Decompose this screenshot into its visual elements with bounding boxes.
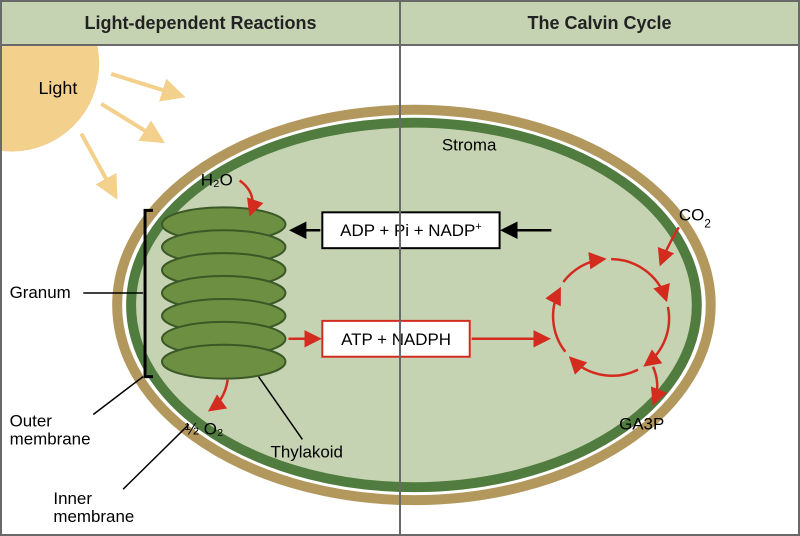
header-row: Light-dependent Reactions The Calvin Cyc… <box>2 2 798 46</box>
granum-label: Granum <box>10 283 71 302</box>
half-o2-label: ½ O₂ <box>185 419 224 438</box>
thylakoid-label: Thylakoid <box>271 442 343 461</box>
vertical-divider <box>399 46 401 534</box>
adp-box-text: ADP + Pi + NADP+ <box>340 221 482 240</box>
header-left: Light-dependent Reactions <box>2 2 401 44</box>
header-right: The Calvin Cycle <box>401 2 798 44</box>
diagram-frame: Light-dependent Reactions The Calvin Cyc… <box>0 0 800 536</box>
ga3p-label: GA3P <box>619 414 664 433</box>
atp-box-text: ATP + NADPH <box>341 330 451 349</box>
outer-membrane-label: Outermembrane <box>10 411 91 448</box>
inner-membrane-callout <box>123 424 189 489</box>
stroma-label: Stroma <box>442 136 497 155</box>
sun-icon <box>2 46 181 195</box>
h2o-label: H₂O <box>201 170 233 189</box>
light-label: Light <box>38 78 77 98</box>
outer-membrane-callout <box>93 377 143 415</box>
diagram-body: Light Stroma H₂O <box>2 46 798 534</box>
inner-membrane-label: Innermembrane <box>53 489 134 526</box>
